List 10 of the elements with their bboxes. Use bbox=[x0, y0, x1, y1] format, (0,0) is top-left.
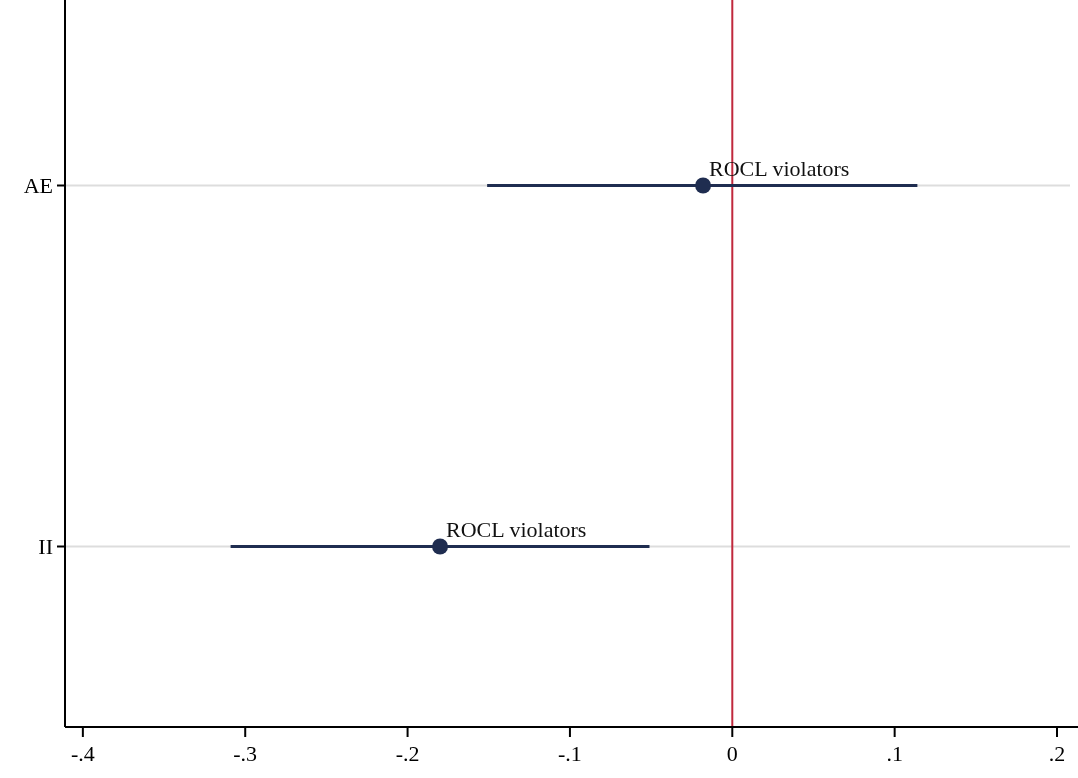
y-tick-label: AE bbox=[23, 173, 53, 199]
y-tick-label: II bbox=[38, 534, 53, 560]
x-tick-label: -.2 bbox=[395, 741, 420, 766]
x-tick-label: .1 bbox=[886, 741, 903, 766]
x-tick-label: -.1 bbox=[558, 741, 582, 766]
x-tick-label: 0 bbox=[726, 741, 738, 766]
x-tick-label: -.4 bbox=[70, 741, 95, 766]
annotation: ROCL violators bbox=[446, 516, 587, 542]
x-tick-label: .2 bbox=[1048, 741, 1066, 766]
x-tick-label: -.3 bbox=[233, 741, 258, 766]
